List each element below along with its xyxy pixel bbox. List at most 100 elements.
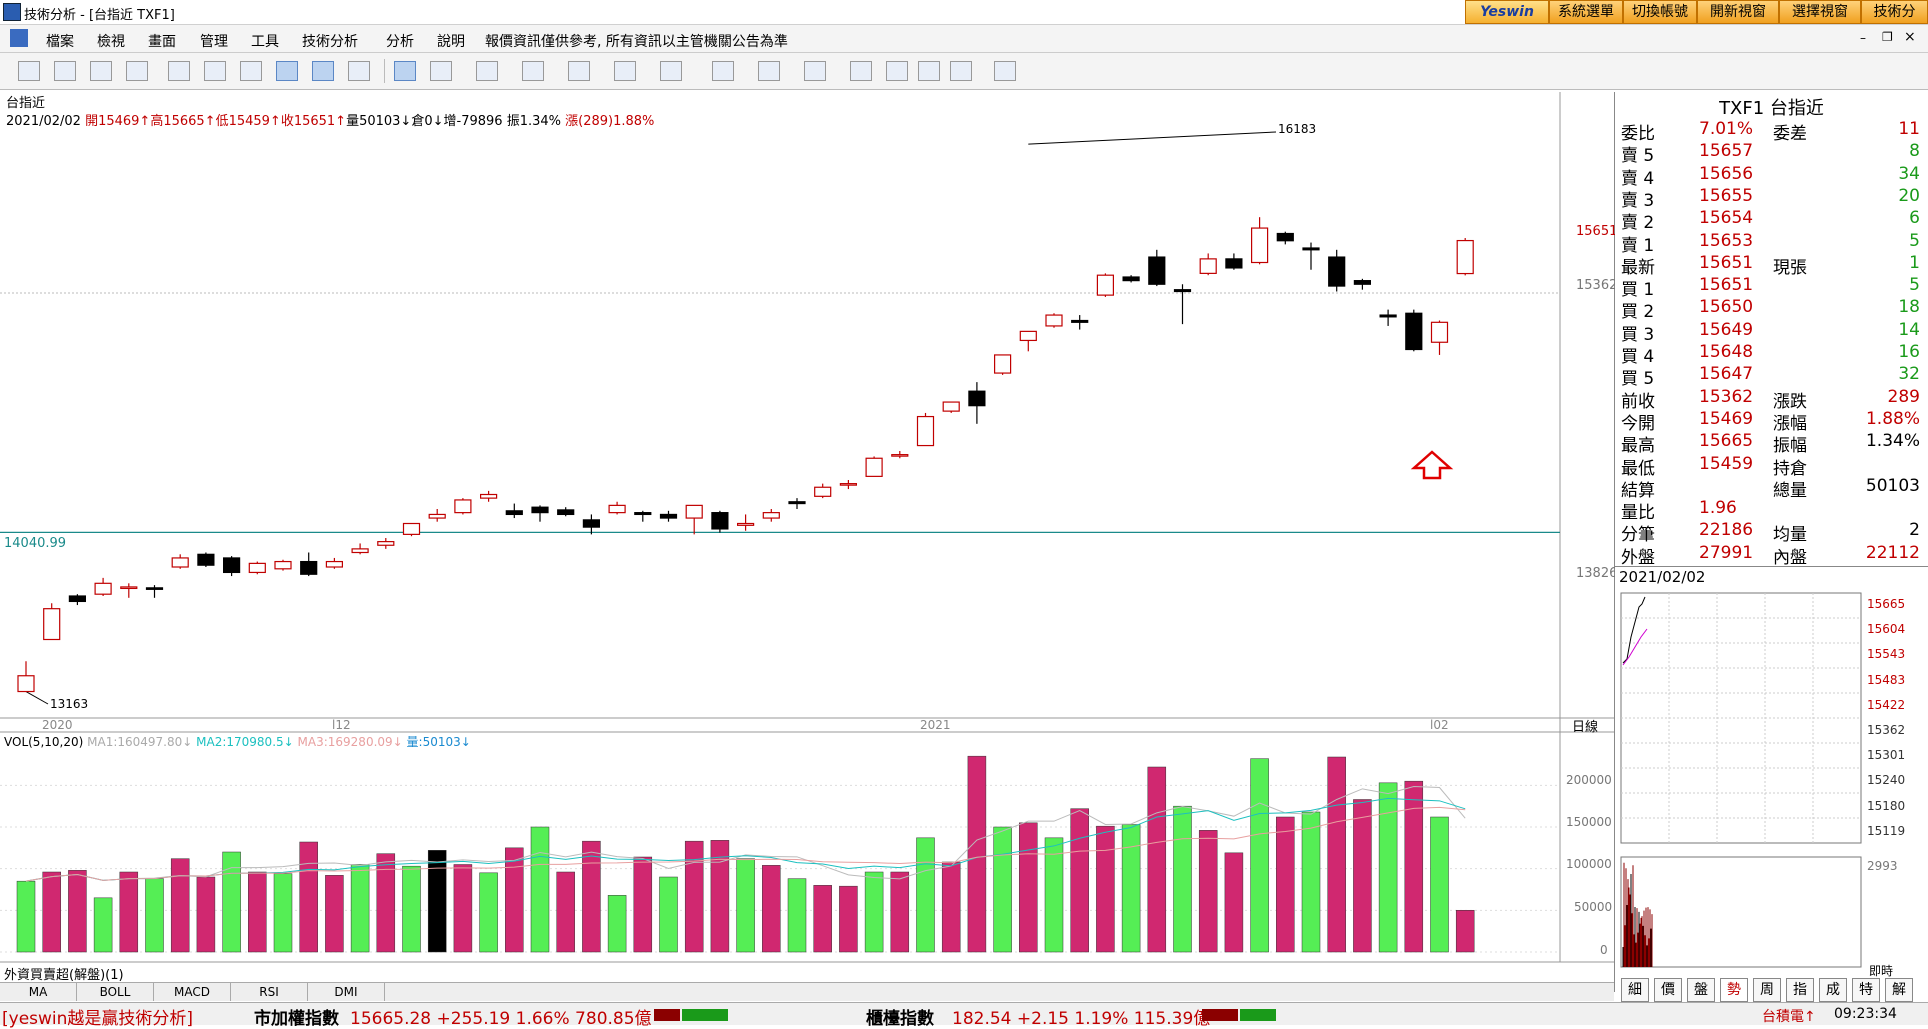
- quote-tab[interactable]: 價: [1654, 978, 1682, 1002]
- candle-body[interactable]: [480, 493, 498, 499]
- candle-body[interactable]: [1096, 274, 1115, 296]
- save-icon[interactable]: [994, 61, 1016, 81]
- candle-body[interactable]: [1148, 256, 1166, 285]
- period-label[interactable]: 日線: [1572, 720, 1599, 735]
- circle-icon[interactable]: [758, 61, 780, 81]
- fan-icon[interactable]: [568, 61, 590, 81]
- weight-icon[interactable]: [126, 61, 148, 81]
- menu-manage[interactable]: 管理: [200, 34, 228, 50]
- candle-body[interactable]: [68, 595, 87, 603]
- candle-body[interactable]: [634, 512, 652, 516]
- crosshair-icon[interactable]: [54, 61, 76, 81]
- restore-icon[interactable]: ❐: [1882, 30, 1893, 44]
- candle-body[interactable]: [1276, 232, 1294, 242]
- menu-screen[interactable]: 畫面: [148, 34, 176, 50]
- menu-technical[interactable]: 技術分析: [302, 34, 358, 50]
- rectangle-icon[interactable]: [712, 61, 734, 81]
- menu-tools[interactable]: 工具: [251, 34, 279, 50]
- quote-tab[interactable]: 解: [1885, 978, 1913, 1002]
- candle-body[interactable]: [736, 522, 755, 526]
- candle-body[interactable]: [659, 513, 678, 519]
- text-tool-icon[interactable]: [804, 61, 826, 81]
- candle-body[interactable]: [1379, 314, 1397, 318]
- candle-body[interactable]: [1353, 280, 1372, 285]
- candle-body[interactable]: [685, 504, 703, 519]
- candle-body[interactable]: [865, 457, 883, 477]
- tab-macd[interactable]: MACD: [154, 983, 231, 1001]
- tab-ma[interactable]: MA: [0, 983, 77, 1001]
- candle-body[interactable]: [300, 560, 318, 575]
- candle-body[interactable]: [17, 675, 35, 693]
- minimize-icon[interactable]: –: [1860, 31, 1866, 45]
- tab-rsi[interactable]: RSI: [231, 983, 308, 1001]
- line-chart-icon[interactable]: [240, 61, 262, 81]
- fib-icon[interactable]: [476, 61, 498, 81]
- candle-body[interactable]: [351, 548, 369, 554]
- candlestick-chart[interactable]: [0, 92, 1614, 992]
- candle-body[interactable]: [377, 541, 395, 546]
- candle-body[interactable]: [942, 401, 960, 412]
- candle-body[interactable]: [428, 513, 446, 519]
- layout-icon[interactable]: [18, 61, 40, 81]
- switch-account-button[interactable]: 切換帳號: [1623, 0, 1697, 24]
- candle-body[interactable]: [814, 486, 832, 497]
- candle-body[interactable]: [711, 512, 729, 530]
- volume-icon[interactable]: [312, 61, 334, 81]
- bars-icon[interactable]: [522, 61, 544, 81]
- candle-body[interactable]: [1045, 314, 1063, 327]
- candle-body[interactable]: [223, 557, 241, 574]
- channel-icon[interactable]: [614, 61, 636, 81]
- candle-body[interactable]: [43, 608, 61, 641]
- candle-body[interactable]: [1405, 312, 1423, 351]
- chart-panel[interactable]: 台指近 2021/02/02 開15469↑高15665↑低15459↑收156…: [0, 92, 1617, 992]
- candle-body[interactable]: [1019, 330, 1037, 342]
- window-icon[interactable]: [90, 61, 112, 81]
- system-menu-button[interactable]: 系統選單: [1549, 0, 1623, 24]
- candle-body[interactable]: [993, 354, 1012, 374]
- select-window-button[interactable]: 選擇視窗: [1779, 0, 1861, 24]
- candle-body[interactable]: [1225, 258, 1243, 269]
- candle-body[interactable]: [454, 499, 472, 514]
- candle-body[interactable]: [94, 582, 112, 595]
- candle-body[interactable]: [1328, 256, 1346, 287]
- paste-icon[interactable]: [918, 61, 940, 81]
- candle-body[interactable]: [839, 483, 858, 486]
- yeswin-logo[interactable]: Yeswin: [1465, 0, 1549, 24]
- new-window-button[interactable]: 開新視窗: [1697, 0, 1779, 24]
- quote-tab[interactable]: 勢: [1720, 978, 1748, 1002]
- settings-icon[interactable]: [348, 61, 370, 81]
- candle-body[interactable]: [1302, 247, 1320, 251]
- quote-tab[interactable]: 特: [1852, 978, 1880, 1002]
- draw-icon[interactable]: [394, 61, 416, 81]
- mini-chart-panel[interactable]: 2021/02/02 15665 15604 15543 15483 15422 1536…: [1615, 566, 1928, 979]
- close-icon[interactable]: ×: [1904, 29, 1916, 45]
- candle-body[interactable]: [1122, 276, 1140, 282]
- candle-body[interactable]: [788, 501, 806, 505]
- candle-body[interactable]: [891, 454, 909, 457]
- quote-tab[interactable]: 指: [1786, 978, 1814, 1002]
- chart-red-icon[interactable]: [168, 61, 190, 81]
- quote-tab[interactable]: 周: [1753, 978, 1781, 1002]
- candle-body[interactable]: [1456, 239, 1474, 275]
- candle-body[interactable]: [145, 587, 164, 590]
- menu-view[interactable]: 檢視: [97, 34, 125, 50]
- eraser-icon[interactable]: [886, 61, 908, 81]
- candle-body[interactable]: [120, 586, 138, 590]
- candle-body[interactable]: [608, 504, 626, 514]
- menu-analysis[interactable]: 分析: [386, 34, 414, 50]
- candle-body[interactable]: [1071, 319, 1089, 323]
- tab-boll[interactable]: BOLL: [77, 983, 154, 1001]
- candle-body[interactable]: [402, 522, 421, 535]
- candle-body[interactable]: [248, 562, 266, 574]
- candle-body[interactable]: [582, 519, 601, 528]
- candle-body[interactable]: [1430, 321, 1449, 343]
- candle-body[interactable]: [1250, 227, 1269, 264]
- candle-body[interactable]: [197, 553, 215, 566]
- quote-tab[interactable]: 成: [1819, 978, 1847, 1002]
- candle-body[interactable]: [274, 560, 292, 570]
- candle-body[interactable]: [325, 560, 343, 568]
- candle-body[interactable]: [557, 509, 575, 516]
- tech-analysis-button[interactable]: 技術分: [1861, 0, 1928, 24]
- chart-gray-icon[interactable]: [204, 61, 226, 81]
- candle-body[interactable]: [968, 390, 986, 407]
